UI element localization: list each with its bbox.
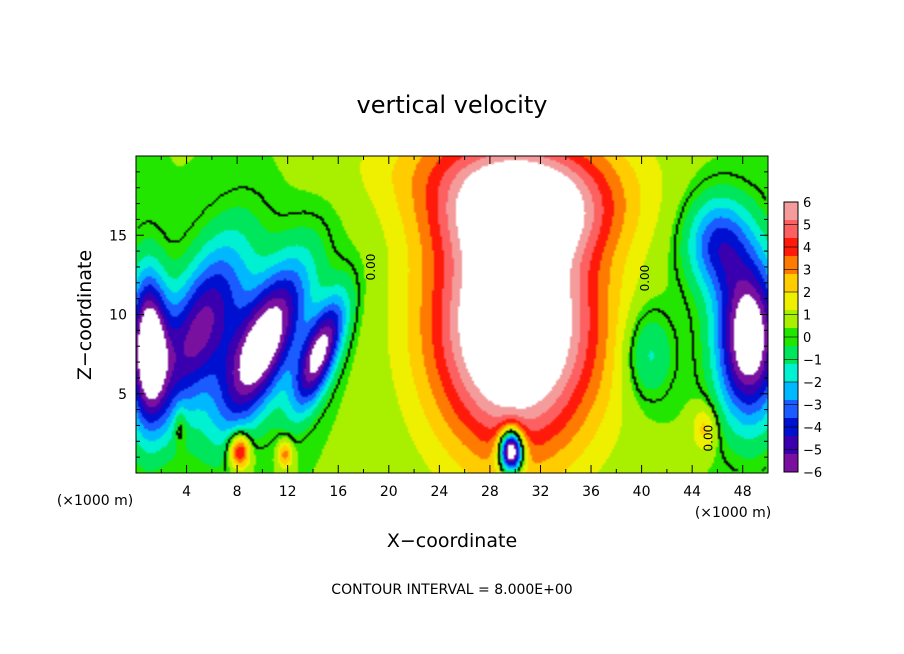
x-unit-label-left: (×1000 m)	[57, 493, 133, 509]
y-axis-ticks: 5 10 15	[109, 171, 768, 458]
x-tick-label: 16	[329, 484, 347, 500]
colorbar-swatch	[784, 292, 798, 311]
plot-area: 0.00 0.000.00 4 8 12 16 20 24 28 32 36 40 44 48 5101…	[109, 155, 769, 500]
colorbar-tick-label: −1	[803, 354, 822, 369]
x-tick-label: 48	[734, 484, 752, 500]
x-tick-label: 20	[380, 484, 398, 500]
colorbar-swatch	[784, 220, 798, 239]
colorbar-tick-label: −5	[803, 444, 822, 459]
colorbar-tick-label: 0	[803, 331, 811, 346]
colorbar-swatch	[784, 436, 798, 455]
x-tick-label: 8	[233, 484, 242, 500]
x-tick-label: 40	[633, 484, 651, 500]
colorbar-swatch	[784, 382, 798, 401]
x-tick-label: 32	[532, 484, 550, 500]
colorbar-swatch	[784, 454, 798, 473]
colorbar-tick-label: 3	[803, 264, 811, 279]
contour-labels: 0.00 0.00 0.00	[364, 254, 715, 452]
colorbar-tick-label: 5	[803, 219, 811, 234]
x-tick-label: 44	[683, 484, 701, 500]
x-tick-label: 4	[182, 484, 191, 500]
x-tick-label: 12	[279, 484, 297, 500]
y-tick-label: 10	[109, 308, 127, 324]
colorbar-tick-label: −6	[803, 466, 822, 481]
contour-label: 0.00	[638, 265, 652, 292]
colorbar-tick-label: −4	[803, 421, 822, 436]
colorbar-swatch	[784, 310, 798, 329]
chart-title: vertical velocity	[357, 91, 548, 119]
x-tick-label: 24	[430, 484, 448, 500]
y-tick-label: 5	[118, 387, 127, 403]
colorbar-swatch	[784, 400, 798, 419]
contour-label: 0.00	[701, 425, 715, 452]
y-axis-label: Z−coordinate	[74, 250, 96, 380]
contour-interval-note: CONTOUR INTERVAL = 8.000E+00	[331, 582, 572, 598]
colorbar-tick-label: −3	[803, 399, 822, 414]
x-axis-label: X−coordinate	[387, 530, 517, 552]
colorbar-tick-label: 6	[803, 196, 811, 211]
x-unit-label-right: (×1000 m)	[695, 505, 771, 521]
colorbar-swatch	[784, 256, 798, 275]
colorbar-tick-label: 1	[803, 309, 811, 324]
x-axis-ticks: 4 8 12 16 20 24 28 32 36 40 44 48	[160, 156, 752, 500]
y-tick-label: 15	[109, 228, 127, 244]
colorbar-tick-label: 4	[803, 241, 811, 256]
x-tick-label: 36	[582, 484, 600, 500]
colorbar-swatch	[784, 364, 798, 383]
velocity-field	[136, 156, 768, 473]
x-tick-label: 28	[481, 484, 499, 500]
colorbar-swatch	[784, 274, 798, 293]
colorbar-tick-label: −2	[803, 376, 822, 391]
colorbar-swatch	[784, 202, 798, 221]
colorbar: 6 5 4 3 2 1 0 −1 −2 −3 −4 −5 −6	[783, 196, 822, 481]
contour-label: 0.00	[364, 254, 378, 281]
colorbar-tick-label: 2	[803, 286, 811, 301]
colorbar-swatch	[784, 346, 798, 365]
